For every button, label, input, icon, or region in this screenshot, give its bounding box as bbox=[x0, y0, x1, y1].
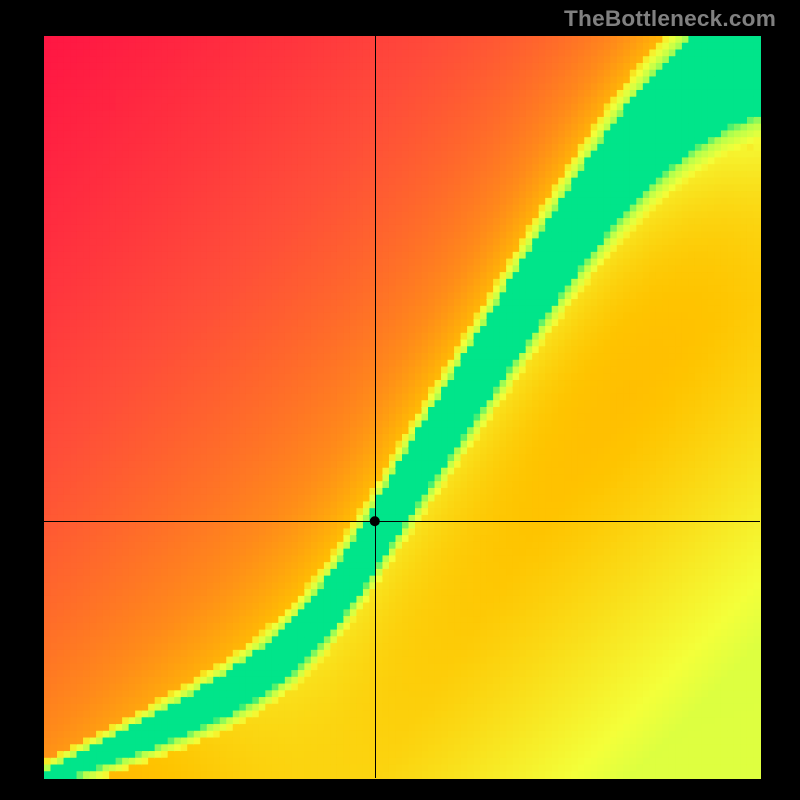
chart-container: TheBottleneck.com bbox=[0, 0, 800, 800]
watermark-text: TheBottleneck.com bbox=[564, 6, 776, 32]
bottleneck-heatmap-canvas bbox=[0, 0, 800, 800]
